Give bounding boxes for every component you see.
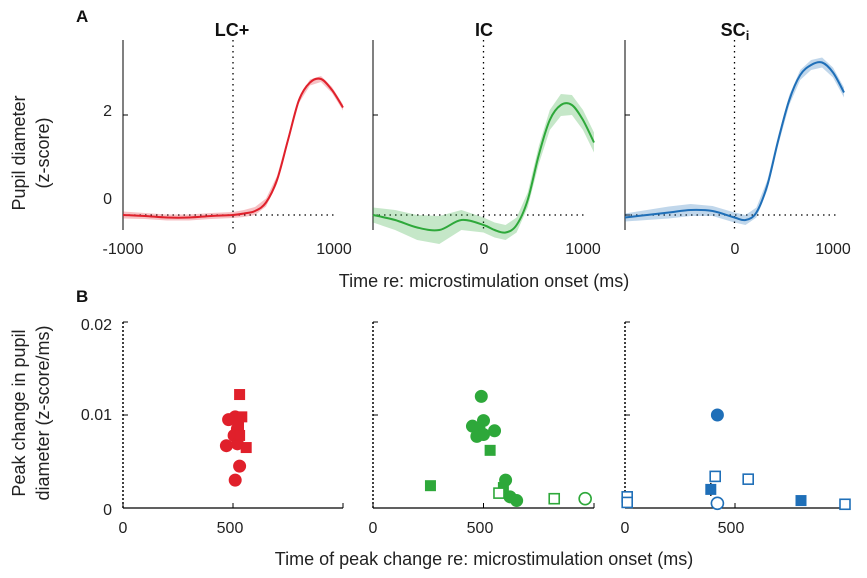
- sc-mean-line: [624, 61, 845, 222]
- sc-b-xtick-500: 500: [718, 520, 745, 537]
- row-b-xlabel: Time of peak change re: microstimulation…: [275, 549, 694, 569]
- ic-xtick-0: 0: [480, 241, 489, 258]
- row-b-ylabel-line2: diameter (z-score/ms): [33, 325, 53, 500]
- panel-letter-b: B: [76, 287, 88, 306]
- chart-marks: [122, 40, 851, 511]
- ic-ci-band: [373, 94, 594, 244]
- ic-b-xtick-500: 500: [467, 520, 494, 537]
- sc-xtick-1000: 1000: [815, 241, 851, 258]
- lc-b-point-4: [219, 439, 233, 453]
- sc-b-point-8: [839, 498, 851, 511]
- sc-b-point-7: [621, 496, 634, 509]
- lc-b-point-11: [234, 429, 246, 441]
- ic-b-point-14: [493, 487, 505, 499]
- ic-xtick-1000: 1000: [565, 241, 601, 258]
- lc-xtick-0: 0: [228, 241, 237, 258]
- row-a-ylabel-line2: (z-score): [33, 118, 53, 189]
- row-a-ytick-2: 2: [103, 103, 112, 120]
- sc-b-xtick-0: 0: [621, 520, 630, 537]
- lc-b-point-1: [222, 413, 236, 427]
- sc-b-point-2: [705, 483, 717, 495]
- lc-b-xtick-500: 500: [217, 520, 244, 537]
- lc-b-point-8: [234, 389, 246, 401]
- lc-b-point-12: [240, 442, 252, 454]
- lc-xtick-1000: 1000: [316, 241, 352, 258]
- sc-b-point-3: [795, 495, 807, 507]
- sc-b-point-4: [709, 470, 722, 483]
- row-b-ytick-0: 0: [103, 502, 112, 519]
- lc-b-xtick-0: 0: [119, 520, 128, 537]
- ic-b-point-9: [510, 494, 524, 508]
- ic-mean-line: [372, 102, 595, 234]
- lc-ci-band: [123, 76, 343, 221]
- lc-mean-line: [122, 77, 344, 219]
- row-b-ytick-002: 0.02: [81, 317, 112, 334]
- row-a-xlabel: Time re: microstimulation onset (ms): [339, 271, 629, 291]
- row-b-ylabel-line1: Peak change in pupil: [9, 329, 29, 496]
- lc-b-point-7: [228, 473, 242, 487]
- ic-b-point-10: [578, 491, 592, 506]
- lc-b-point-10: [233, 420, 244, 432]
- panel-letter-a: A: [76, 7, 88, 26]
- ic-b-point-4: [488, 424, 502, 438]
- ic-b-point-0: [474, 389, 488, 403]
- ic-b-point-6: [477, 428, 490, 442]
- lc-xtick-minus1000: -1000: [103, 241, 144, 258]
- sc-b-point-5: [742, 473, 755, 485]
- sc-b-point-0: [710, 408, 724, 422]
- row-b-ytick-001: 0.01: [81, 407, 112, 424]
- ic-b-xtick-0: 0: [369, 520, 378, 537]
- sc-xtick-0: 0: [731, 241, 740, 258]
- row-a-ytick-0: 0: [103, 191, 112, 208]
- lc-b-point-9: [236, 411, 248, 423]
- sc-b-point-1: [710, 496, 725, 511]
- panel-title-ic: IC: [475, 20, 493, 40]
- panel-title-sc: SCi: [721, 20, 750, 43]
- panel-title-lc: LC+: [215, 20, 250, 40]
- ic-b-point-11: [484, 444, 496, 456]
- lc-b-point-6: [233, 459, 247, 473]
- ic-b-point-15: [548, 492, 561, 505]
- ic-b-point-12: [424, 480, 436, 492]
- row-a-ylabel-line1: Pupil diameter: [9, 95, 29, 210]
